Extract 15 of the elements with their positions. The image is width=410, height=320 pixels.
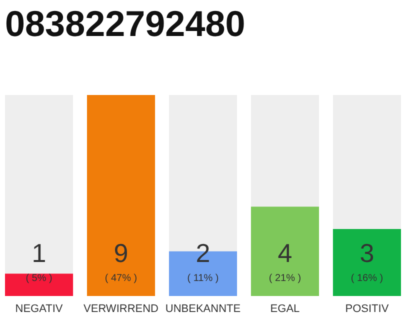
data-label: 4 [278,238,292,268]
data-label: 9 [114,238,128,268]
data-label: 3 [360,238,374,268]
annotation: ( 21% ) [268,273,302,284]
x-tick-label: UNBEKANNTE [165,303,241,315]
x-tick-label: NEGATIV [15,303,64,315]
x-tick-label: VERWIRREND [84,303,159,315]
annotation: ( 47% ) [104,273,138,284]
annotation: ( 11% ) [187,273,219,284]
x-tick-label: POSITIV [345,303,390,315]
x-tick-label: EGAL [270,303,300,315]
data-label: 1 [32,238,46,268]
chart-title: 083822792480 [5,3,246,44]
annotation: ( 5% ) [26,273,52,284]
annotation: ( 16% ) [350,273,384,284]
